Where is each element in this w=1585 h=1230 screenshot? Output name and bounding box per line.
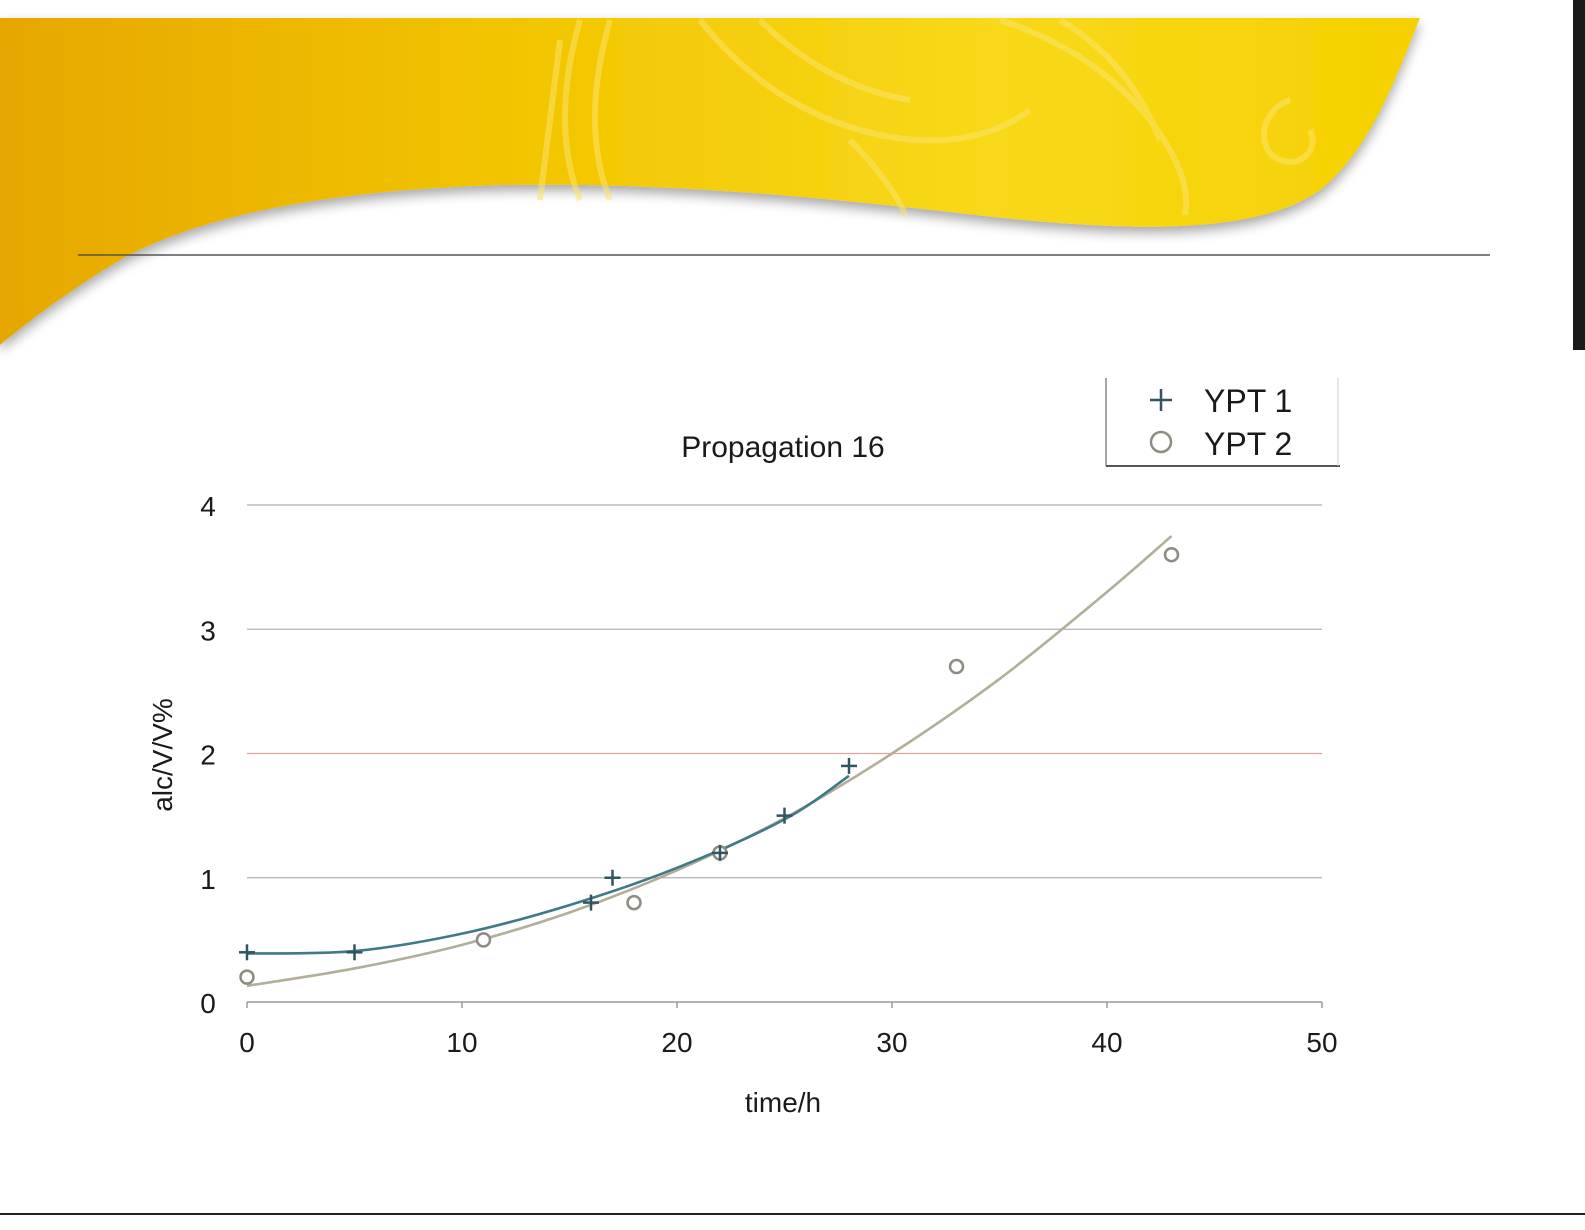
- legend-label-ypt1: YPT 1: [1204, 383, 1292, 419]
- x-tick-label: 10: [446, 1027, 477, 1058]
- data-point-ypt1: [604, 869, 621, 886]
- x-tick-label: 30: [876, 1027, 907, 1058]
- data-markers: [239, 546, 1180, 985]
- y-tick-label: 2: [200, 740, 216, 771]
- data-point-ypt1: [239, 944, 255, 961]
- footer-rule: [0, 1213, 1585, 1215]
- data-point-ypt2: [948, 658, 965, 675]
- data-point-ypt2: [239, 969, 255, 985]
- data-point-ypt2: [626, 894, 642, 911]
- slide-edge: [1573, 0, 1585, 350]
- legend-item-ypt2: YPT 2: [1149, 426, 1292, 462]
- y-axis-label: alc/V/V%: [147, 698, 178, 812]
- x-tick-label: 50: [1306, 1027, 1337, 1058]
- legend-circle-icon: [1149, 430, 1173, 454]
- y-tick-labels: 0 1 2 3 4: [200, 491, 216, 1019]
- legend: YPT 1 YPT 2: [1105, 378, 1340, 467]
- data-point-ypt1: [583, 894, 599, 911]
- x-tick-label: 40: [1091, 1027, 1122, 1058]
- legend-plus-icon: [1150, 389, 1172, 411]
- legend-item-ypt1: YPT 1: [1150, 383, 1292, 419]
- chart-title: Propagation 16: [681, 431, 885, 464]
- legend-label-ypt2: YPT 2: [1204, 426, 1292, 462]
- data-point-ypt1: [776, 807, 793, 824]
- data-point-ypt2: [475, 932, 492, 948]
- y-tick-label: 1: [200, 864, 216, 895]
- axes: [246, 1001, 1323, 1008]
- x-tick-labels: 0 10 20 30 40 50: [239, 1027, 1337, 1058]
- grid-lines: [247, 504, 1322, 879]
- y-tick-label: 0: [200, 988, 216, 1019]
- data-point-ypt1: [841, 757, 857, 774]
- data-point-ypt1: [712, 844, 728, 861]
- data-point-ypt2: [1163, 546, 1180, 563]
- trendline-ypt2: [246, 535, 1173, 988]
- header-banner: [0, 17, 1420, 345]
- trendline-ypt1: [246, 774, 850, 955]
- x-tick-label: 0: [239, 1027, 255, 1058]
- trendlines: [246, 535, 1173, 988]
- y-tick-label: 3: [200, 615, 216, 646]
- y-tick-label: 4: [200, 491, 216, 522]
- banner-pattern: [537, 17, 1316, 217]
- data-point-ypt1: [346, 944, 363, 961]
- x-tick-label: 20: [661, 1027, 692, 1058]
- x-axis-label: time/h: [745, 1087, 821, 1118]
